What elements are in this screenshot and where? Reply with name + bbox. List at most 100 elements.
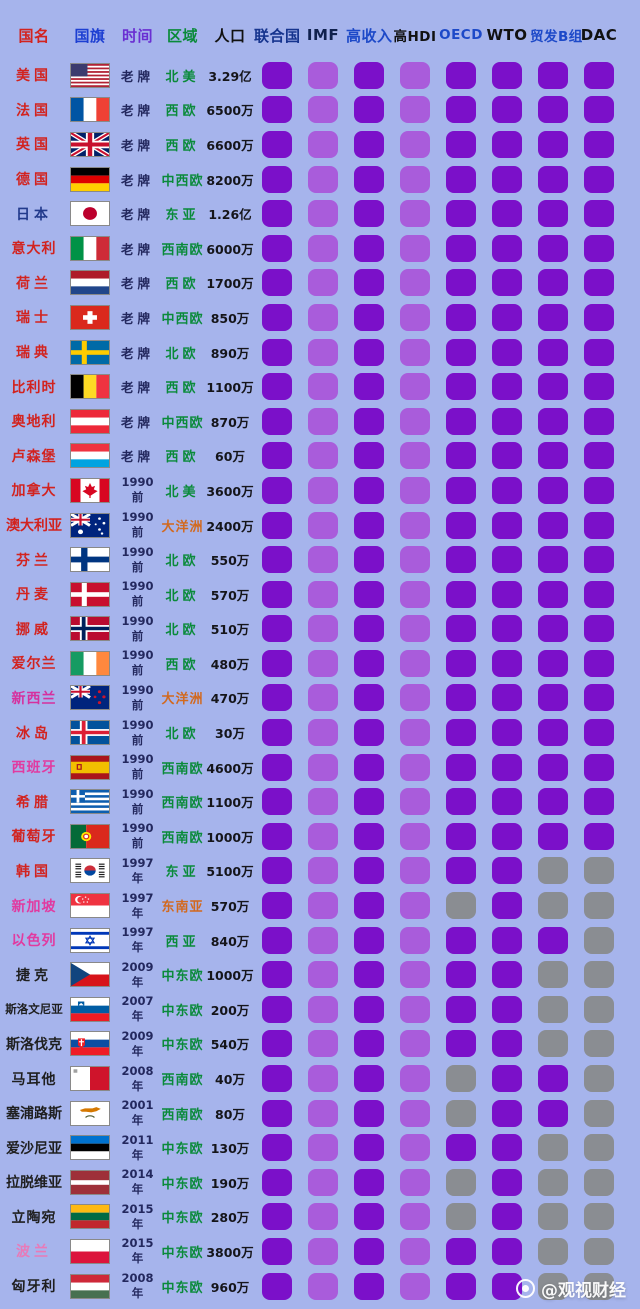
- membership-oecd-square: [446, 822, 476, 850]
- flag-cell: [64, 374, 116, 400]
- country-name: 韩国: [16, 863, 52, 880]
- membership-un-square: [262, 511, 292, 539]
- membership-wto-square: [492, 1134, 522, 1162]
- membership-cell: [346, 476, 392, 504]
- header-population: 人口: [214, 26, 246, 45]
- membership-oecd-square: [446, 200, 476, 228]
- membership-cell: [392, 1134, 438, 1162]
- membership-unctad-b-square: [538, 373, 568, 401]
- membership-high-hdi-square: [400, 1065, 430, 1093]
- membership-cell: [300, 788, 346, 816]
- membership-cell: [484, 1065, 530, 1093]
- country-name: 葡萄牙: [11, 829, 57, 846]
- country-name: 加拿大: [11, 483, 57, 500]
- membership-high-income-square: [354, 61, 384, 89]
- membership-un-square: [262, 96, 292, 124]
- membership-wto-square: [492, 407, 522, 435]
- membership-cell: [530, 649, 576, 677]
- membership-cell: [530, 684, 576, 712]
- flag-it-icon: [70, 235, 110, 261]
- membership-imf-square: [308, 1065, 338, 1093]
- membership-cell: [346, 1065, 392, 1093]
- membership-cell: [346, 1030, 392, 1058]
- country-row: 爱沙尼亚 2011年 中东欧 130万: [4, 1130, 640, 1165]
- membership-high-hdi-square: [400, 1134, 430, 1162]
- join-time: 老牌: [120, 449, 154, 465]
- country-name: 爱沙尼亚: [6, 1140, 62, 1157]
- membership-cell: [392, 546, 438, 574]
- population: 2400万: [206, 518, 254, 534]
- membership-cell: [438, 1134, 484, 1162]
- flag-sk-icon: [70, 1031, 110, 1057]
- country-row: 澳大利亚 1990前 大洋洲 2400万: [4, 508, 640, 543]
- join-time: 1990前: [121, 544, 154, 574]
- membership-cell: [254, 580, 300, 608]
- membership-cell: [576, 615, 622, 643]
- membership-cell: [484, 442, 530, 470]
- region: 北欧: [165, 554, 200, 570]
- membership-high-hdi-square: [400, 961, 430, 989]
- membership-cell: [576, 995, 622, 1023]
- membership-un-square: [262, 1099, 292, 1127]
- membership-dac-square: [584, 1203, 614, 1231]
- country-row: 瑞士 老牌 中西欧 850万: [4, 300, 640, 335]
- membership-high-income-square: [354, 961, 384, 989]
- membership-cell: [530, 96, 576, 124]
- membership-cell: [254, 165, 300, 193]
- membership-oecd-square: [446, 995, 476, 1023]
- membership-high-income-square: [354, 303, 384, 331]
- membership-cell: [438, 476, 484, 504]
- membership-wto-square: [492, 788, 522, 816]
- region: 中东欧: [161, 1280, 204, 1296]
- membership-cell: [438, 165, 484, 193]
- membership-wto-square: [492, 753, 522, 781]
- membership-cell: [346, 303, 392, 331]
- flag-de-icon: [70, 166, 110, 192]
- membership-cell: [438, 61, 484, 89]
- membership-dac-square: [584, 961, 614, 989]
- population: 1000万: [206, 829, 254, 845]
- flag-cell: [64, 823, 116, 849]
- membership-oecd-square: [446, 476, 476, 504]
- membership-unctad-b-square: [538, 926, 568, 954]
- membership-imf-square: [308, 442, 338, 470]
- membership-oecd-square: [446, 303, 476, 331]
- membership-cell: [346, 719, 392, 747]
- join-time: 1990前: [121, 682, 154, 712]
- membership-dac-square: [584, 407, 614, 435]
- membership-cell: [438, 442, 484, 470]
- membership-cell: [346, 1237, 392, 1265]
- flag-cell: [64, 1031, 116, 1057]
- membership-imf-square: [308, 200, 338, 228]
- membership-cell: [346, 407, 392, 435]
- membership-unctad-b-square: [538, 96, 568, 124]
- membership-cell: [576, 1065, 622, 1093]
- region: 西欧: [165, 138, 200, 154]
- membership-cell: [392, 649, 438, 677]
- join-time: 老牌: [120, 380, 154, 396]
- membership-cell: [346, 269, 392, 297]
- membership-cell: [530, 719, 576, 747]
- flag-cy-icon: [70, 1100, 110, 1126]
- country-row: 韩国 1997年 东亚 5100万: [4, 854, 640, 889]
- membership-imf-square: [308, 130, 338, 158]
- country-row: 立陶宛 2015年 中东欧 280万: [4, 1200, 640, 1235]
- membership-dac-square: [584, 719, 614, 747]
- country-name: 爱尔兰: [11, 656, 57, 673]
- country-name: 英国: [16, 137, 52, 154]
- membership-cell: [576, 338, 622, 366]
- flag-cell: [64, 789, 116, 815]
- population: 6000万: [206, 241, 254, 257]
- membership-cell: [576, 303, 622, 331]
- membership-unctad-b-square: [538, 130, 568, 158]
- membership-cell: [438, 995, 484, 1023]
- membership-dac-square: [584, 1272, 614, 1300]
- membership-cell: [300, 234, 346, 262]
- membership-imf-square: [308, 1134, 338, 1162]
- membership-cell: [576, 546, 622, 574]
- membership-cell: [576, 822, 622, 850]
- membership-cell: [346, 200, 392, 228]
- membership-cell: [392, 857, 438, 885]
- membership-imf-square: [308, 1237, 338, 1265]
- membership-cell: [438, 892, 484, 920]
